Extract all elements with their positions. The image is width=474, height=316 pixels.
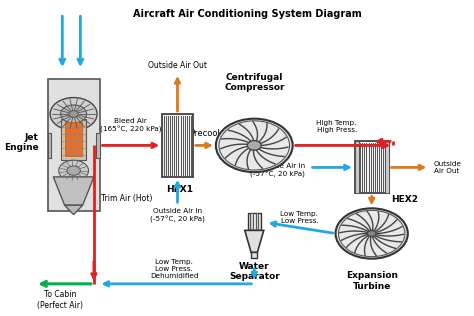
Text: Low Temp.
Low Press.: Low Temp. Low Press. [281, 211, 319, 224]
Circle shape [61, 105, 87, 123]
Text: Bleed Air
(165°C, 220 kPa): Bleed Air (165°C, 220 kPa) [100, 118, 162, 133]
FancyBboxPatch shape [48, 133, 51, 158]
Text: Low Temp.
Low Press.
Dehumidified: Low Temp. Low Press. Dehumidified [150, 259, 198, 279]
FancyBboxPatch shape [61, 119, 86, 160]
FancyBboxPatch shape [250, 213, 253, 229]
Circle shape [69, 111, 78, 117]
FancyBboxPatch shape [162, 114, 193, 177]
Circle shape [59, 160, 89, 181]
Text: Jet
Engine: Jet Engine [4, 133, 38, 152]
FancyBboxPatch shape [248, 213, 261, 230]
Text: HEX2: HEX2 [391, 195, 418, 204]
FancyBboxPatch shape [384, 142, 389, 193]
FancyBboxPatch shape [355, 142, 359, 193]
FancyBboxPatch shape [96, 133, 100, 158]
Text: Water
Separator: Water Separator [229, 262, 280, 281]
Text: Outside Air Out: Outside Air Out [148, 61, 207, 70]
FancyBboxPatch shape [251, 252, 257, 258]
FancyBboxPatch shape [48, 79, 100, 211]
Circle shape [67, 166, 80, 175]
Text: Aircraft Air Conditioning System Diagram: Aircraft Air Conditioning System Diagram [133, 9, 362, 19]
Text: To Cabin
(Perfect Air): To Cabin (Perfect Air) [37, 290, 83, 310]
Text: Outside
Air Out: Outside Air Out [434, 161, 462, 174]
Circle shape [50, 98, 97, 130]
Text: HEX1: HEX1 [166, 185, 193, 194]
Text: Expansion
Turbine: Expansion Turbine [346, 271, 398, 291]
Text: High Temp.
High Press.: High Temp. High Press. [317, 120, 357, 133]
Polygon shape [64, 205, 82, 215]
Text: Centrifugal
Compressor: Centrifugal Compressor [224, 73, 284, 92]
Text: Trim Air (Hot): Trim Air (Hot) [100, 194, 152, 204]
FancyBboxPatch shape [355, 142, 389, 193]
Circle shape [247, 141, 261, 150]
FancyBboxPatch shape [255, 213, 258, 229]
Circle shape [216, 119, 292, 172]
Circle shape [367, 230, 376, 237]
Text: Outside Air In
(-57°C, 20 kPa): Outside Air In (-57°C, 20 kPa) [250, 163, 305, 178]
FancyBboxPatch shape [65, 122, 82, 156]
Text: Precool: Precool [189, 129, 220, 137]
Circle shape [336, 208, 408, 259]
Polygon shape [245, 230, 264, 252]
Polygon shape [53, 177, 94, 205]
Text: Outside Air In
(-57°C, 20 kPa): Outside Air In (-57°C, 20 kPa) [150, 208, 205, 223]
